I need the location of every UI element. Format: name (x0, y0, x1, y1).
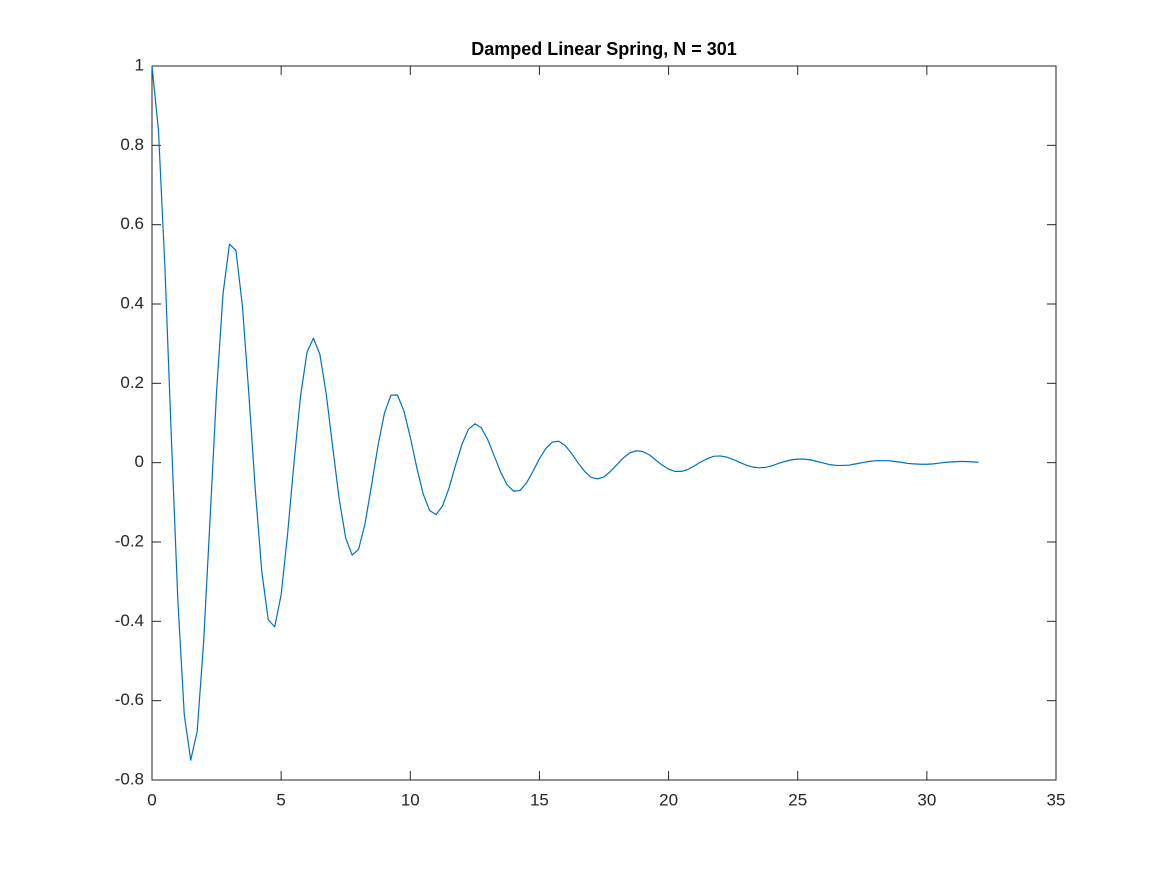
y-tick-label: -0.2 (115, 531, 144, 550)
x-tick-label: 15 (530, 790, 549, 809)
plot-frame (151, 65, 1057, 781)
y-tick-label: 0.4 (120, 293, 144, 312)
y-tick-label: 1 (135, 55, 144, 74)
x-tick-label: 5 (276, 790, 285, 809)
data-line (151, 65, 979, 761)
x-tick-label: 20 (659, 790, 678, 809)
y-tick-label: -0.6 (115, 690, 144, 709)
x-tick-label: 0 (147, 790, 156, 809)
y-tick-label: 0 (135, 452, 144, 471)
x-tick-label: 10 (401, 790, 420, 809)
y-tick-label: -0.8 (115, 769, 144, 788)
y-tick-label: 0.6 (120, 214, 144, 233)
x-tick-label: 35 (1047, 790, 1066, 809)
x-tick-label: 25 (788, 790, 807, 809)
chart-title: Damped Linear Spring, N = 301 (471, 39, 737, 59)
y-tick-label: -0.4 (115, 611, 144, 630)
y-tick-label: 0.8 (120, 135, 144, 154)
x-tick-label: 30 (917, 790, 936, 809)
y-tick-label: 0.2 (120, 373, 144, 392)
